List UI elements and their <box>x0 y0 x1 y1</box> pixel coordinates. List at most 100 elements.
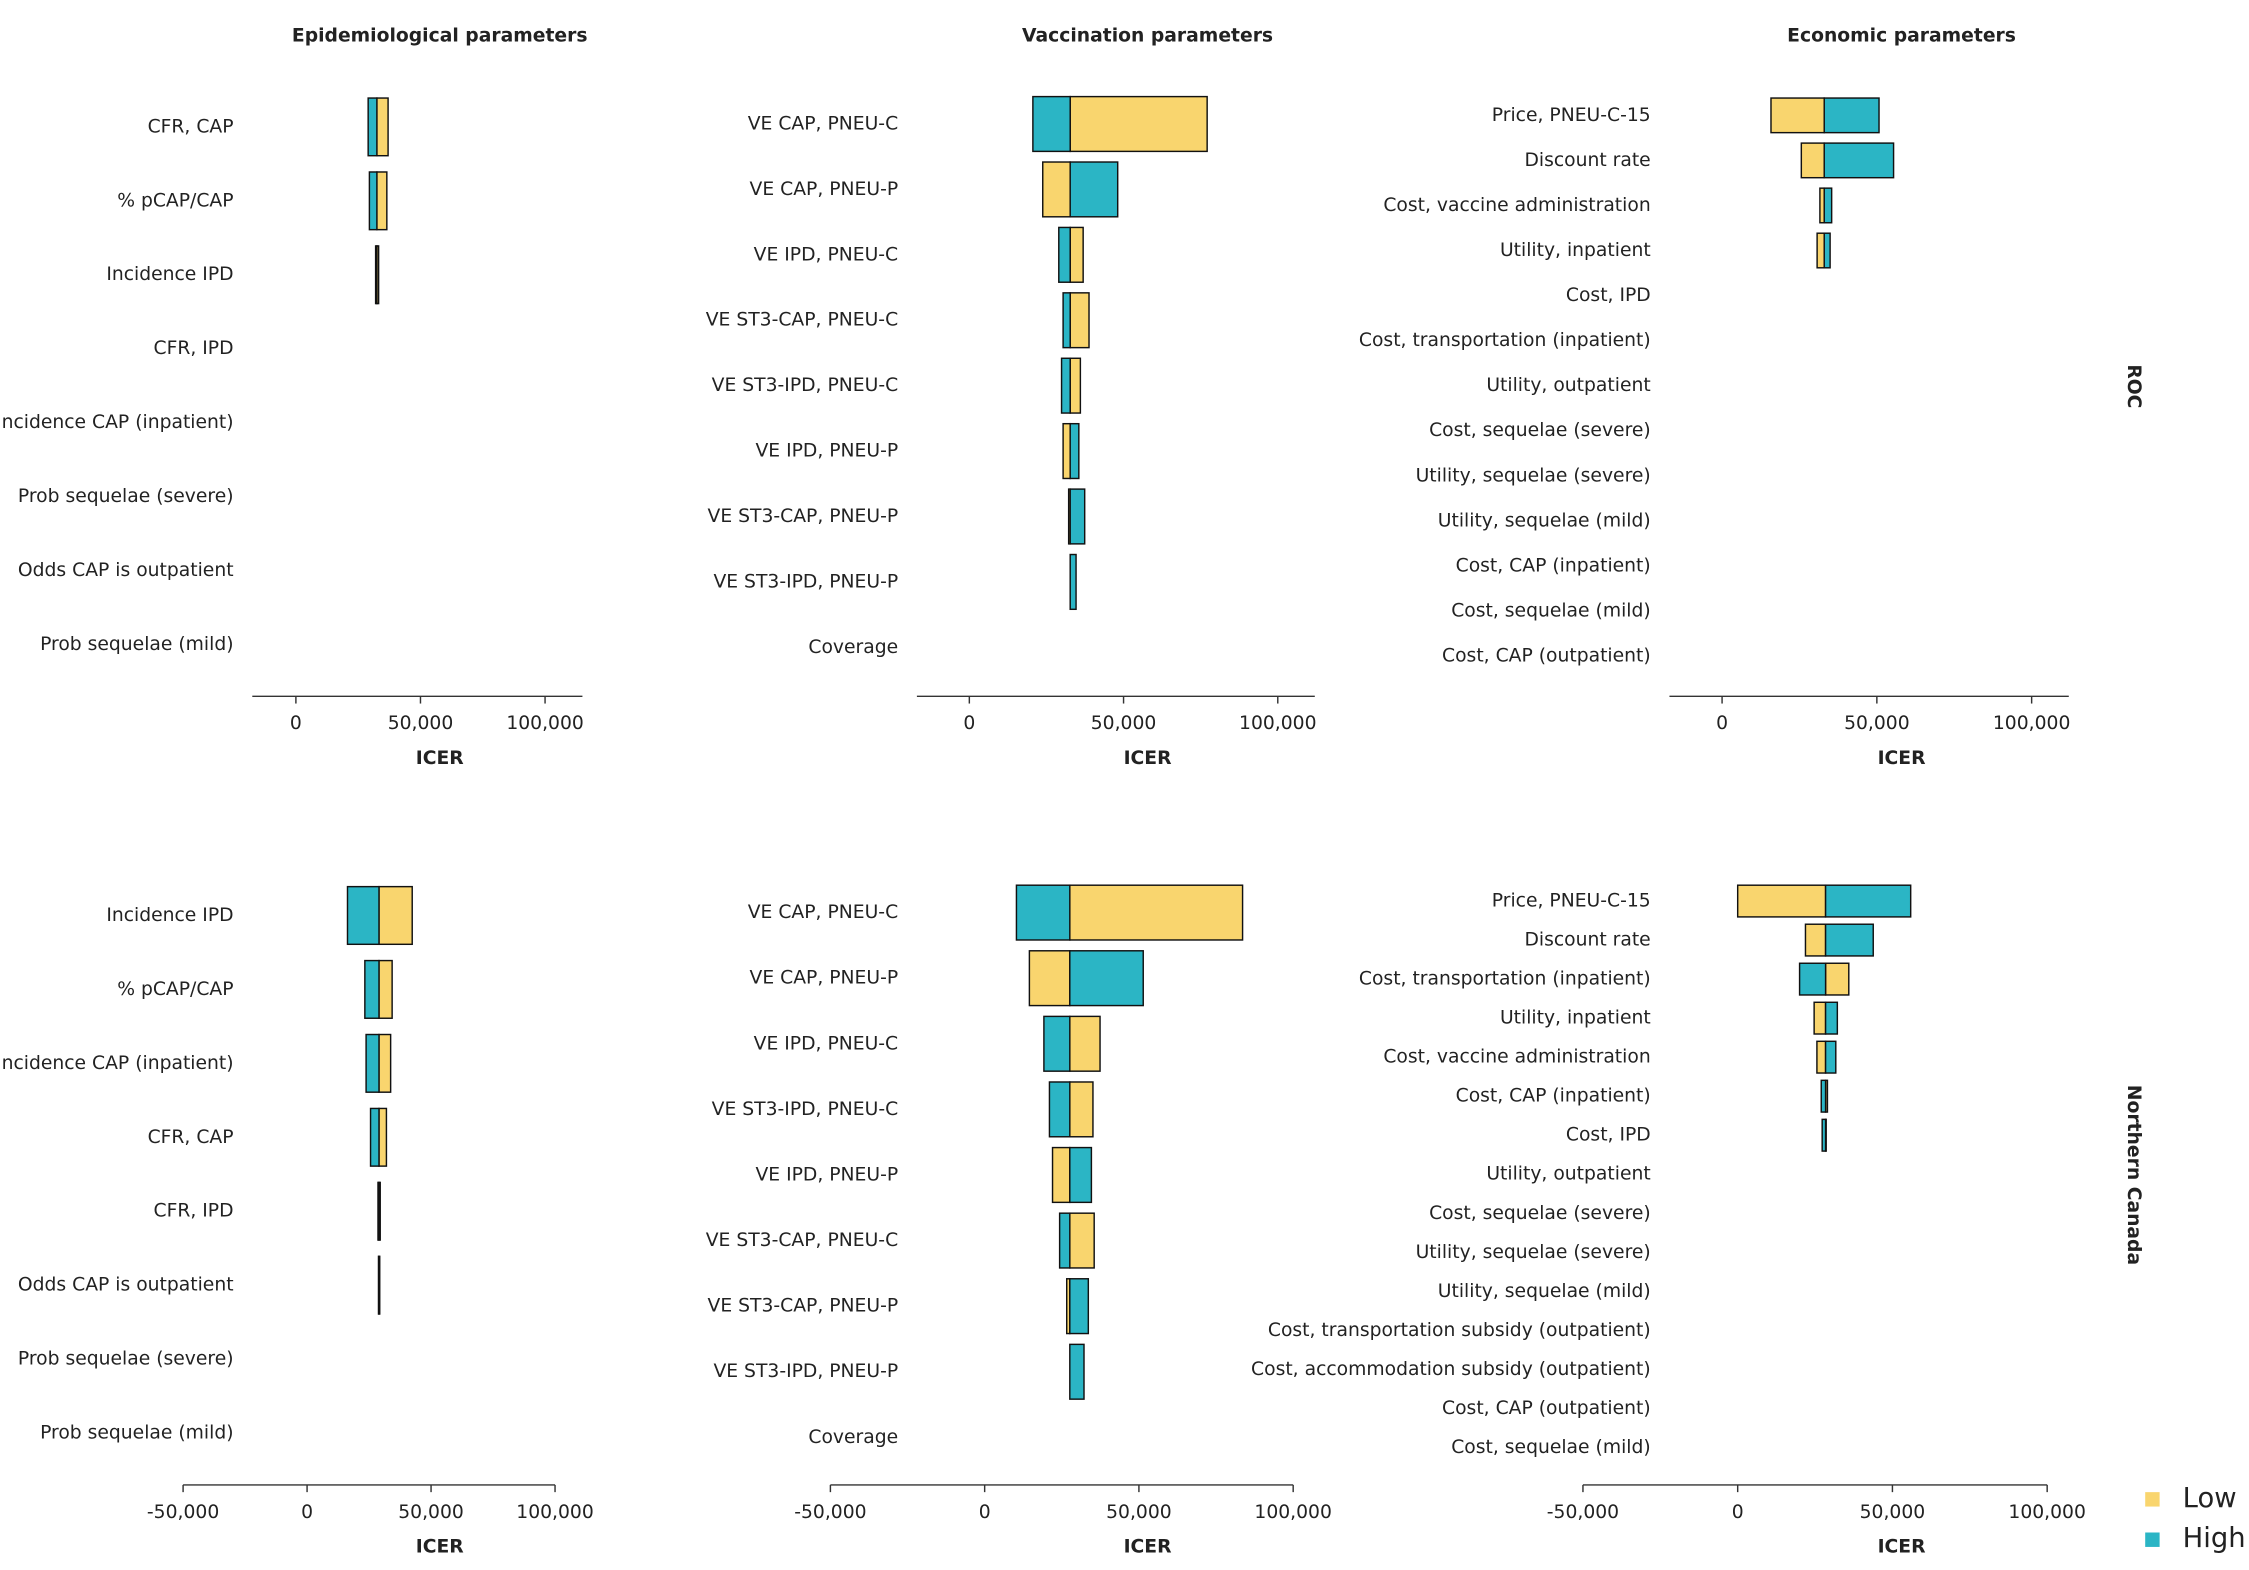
high-bar <box>1820 1079 1827 1113</box>
category-label: VE ST3-CAP, PNEU-P <box>708 506 899 527</box>
category-label: VE ST3-CAP, PNEU-C <box>706 310 898 331</box>
category-label: Cost, sequelae (mild) <box>1451 1437 1650 1458</box>
high-bar <box>1823 232 1831 269</box>
high-bar <box>1058 1212 1071 1269</box>
category-label: Coverage <box>808 1427 898 1448</box>
low-bar <box>1770 97 1825 134</box>
low-bar <box>1051 1146 1071 1204</box>
category-label: VE ST3-IPD, PNEU-C <box>712 375 898 396</box>
x-tick-label: 50,000 <box>388 713 454 734</box>
category-label: VE IPD, PNEU-C <box>754 244 898 265</box>
low-bar <box>1069 1212 1095 1269</box>
x-tick-label: 0 <box>301 1502 313 1523</box>
category-label: Utility, inpatient <box>1500 1008 1651 1029</box>
x-tick-label: -50,000 <box>1547 1502 1619 1523</box>
category-label: Incidence IPD <box>106 264 233 285</box>
x-tick-label: 50,000 <box>1844 713 1910 734</box>
category-label: Prob sequelae (mild) <box>40 1423 233 1444</box>
category-label: Cost, sequelae (severe) <box>1429 1203 1651 1224</box>
category-label: VE ST3-CAP, PNEU-C <box>706 1230 898 1251</box>
panel-title: Economic parameters <box>1787 26 2016 47</box>
category-label: Cost, transportation (inpatient) <box>1359 969 1651 990</box>
high-bar <box>367 97 378 157</box>
high-bar <box>368 171 378 231</box>
category-label: Incidence CAP (inpatient) <box>0 412 234 433</box>
high-bar <box>1048 1081 1071 1138</box>
category-label: VE CAP, PNEU-C <box>748 902 898 923</box>
category-label: Odds CAP is outpatient <box>18 560 234 581</box>
high-bar <box>364 959 380 1019</box>
category-label: Discount rate <box>1524 930 1650 951</box>
low-bar <box>1069 884 1244 941</box>
high-bar <box>1823 187 1833 224</box>
x-tick-label: -50,000 <box>147 1502 219 1523</box>
low-bar <box>1804 923 1827 957</box>
x-tick-label: 0 <box>1732 1502 1744 1523</box>
high-bar <box>1062 292 1071 349</box>
high-bar <box>1824 1001 1839 1035</box>
category-label: % pCAP/CAP <box>117 190 233 211</box>
category-label: % pCAP/CAP <box>117 979 233 1000</box>
low-bar <box>1824 962 1850 996</box>
category-label: Odds CAP is outpatient <box>18 1275 234 1296</box>
category-label: CFR, IPD <box>154 1201 234 1222</box>
high-bar <box>1069 950 1144 1007</box>
category-label: Cost, CAP (outpatient) <box>1442 645 1651 666</box>
category-label: Cost, sequelae (mild) <box>1451 600 1650 621</box>
low-bar <box>1800 142 1825 179</box>
category-label: Cost, vaccine administration <box>1383 195 1650 216</box>
x-axis-label: ICER <box>416 748 465 769</box>
category-label: VE ST3-IPD, PNEU-C <box>712 1099 898 1120</box>
high-bar <box>1824 923 1874 957</box>
high-bar <box>374 245 378 305</box>
category-label: VE CAP, PNEU-P <box>750 179 899 200</box>
category-label: Utility, sequelae (mild) <box>1438 510 1651 531</box>
x-tick-label: 50,000 <box>1091 713 1157 734</box>
category-label: Cost, sequelae (severe) <box>1429 420 1651 441</box>
low-bar <box>1028 950 1071 1007</box>
low-bar <box>1816 232 1825 269</box>
category-label: VE CAP, PNEU-C <box>748 113 898 134</box>
x-tick-label: 0 <box>290 713 302 734</box>
panel-title: Vaccination parameters <box>1022 26 1273 47</box>
x-tick-label: 50,000 <box>1860 1502 1926 1523</box>
legend-label: High <box>2183 1523 2246 1554</box>
legend-swatch <box>2145 1532 2160 1547</box>
category-label: CFR, IPD <box>154 338 234 359</box>
x-tick-label: 100,000 <box>516 1502 593 1523</box>
low-bar <box>376 171 388 231</box>
category-label: VE IPD, PNEU-P <box>755 1164 898 1185</box>
high-bar <box>1823 142 1895 179</box>
x-axis-label: ICER <box>1878 748 1927 769</box>
x-tick-label: -50,000 <box>794 1502 866 1523</box>
category-label: Utility, outpatient <box>1486 375 1650 396</box>
x-tick-label: 100,000 <box>1993 713 2070 734</box>
high-bar <box>1821 1118 1827 1152</box>
high-bar <box>1069 1146 1093 1204</box>
category-label: Discount rate <box>1524 150 1650 171</box>
high-bar <box>1824 1040 1837 1074</box>
low-bar <box>1069 292 1090 349</box>
category-label: Coverage <box>808 637 898 658</box>
category-label: VE ST3-IPD, PNEU-P <box>713 571 898 592</box>
x-axis-label: ICER <box>1124 748 1173 769</box>
category-label: Price, PNEU-C-15 <box>1492 105 1651 126</box>
high-bar <box>1069 488 1086 545</box>
high-bar <box>1058 226 1071 283</box>
high-bar <box>1015 884 1071 941</box>
category-label: Cost, vaccine administration <box>1383 1047 1650 1068</box>
legend-swatch <box>2145 1492 2160 1507</box>
category-label: Prob sequelae (severe) <box>18 1349 234 1370</box>
low-bar <box>1069 95 1208 153</box>
x-tick-label: 50,000 <box>1106 1502 1172 1523</box>
x-tick-label: 100,000 <box>1239 713 1316 734</box>
category-label: Cost, IPD <box>1566 1125 1651 1146</box>
high-bar <box>1824 884 1912 918</box>
category-label: Price, PNEU-C-15 <box>1492 891 1651 912</box>
category-label: Utility, sequelae (severe) <box>1416 465 1651 486</box>
category-label: CFR, CAP <box>148 1127 234 1148</box>
category-label: Utility, inpatient <box>1500 240 1651 261</box>
category-label: Cost, transportation subsidy (outpatient… <box>1268 1320 1651 1341</box>
legend-label: Low <box>2183 1483 2237 1514</box>
